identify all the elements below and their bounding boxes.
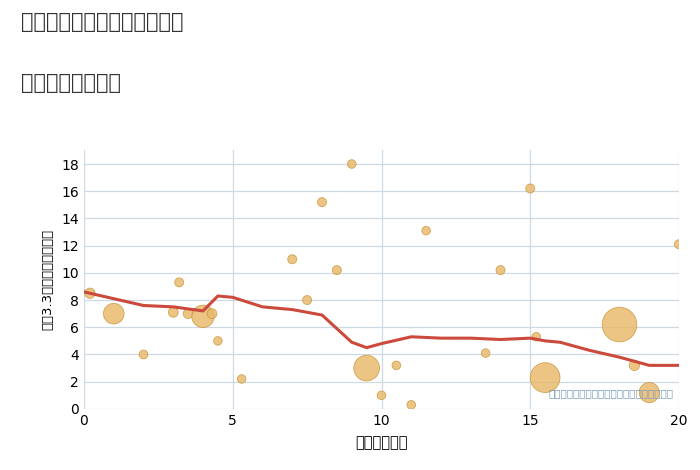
Point bbox=[108, 310, 119, 317]
Point bbox=[174, 279, 185, 286]
Point bbox=[206, 310, 218, 317]
X-axis label: 駅距離（分）: 駅距離（分） bbox=[355, 435, 407, 450]
Point bbox=[331, 266, 342, 274]
Point bbox=[629, 361, 640, 369]
Point bbox=[236, 375, 247, 383]
Point bbox=[138, 351, 149, 358]
Text: 三重県伊賀市上野下幸坂町の: 三重県伊賀市上野下幸坂町の bbox=[21, 12, 183, 32]
Point bbox=[480, 349, 491, 357]
Point bbox=[84, 290, 95, 297]
Point bbox=[406, 401, 417, 408]
Point bbox=[421, 227, 432, 235]
Text: 円の大きさは、取引のあった物件面積を示す: 円の大きさは、取引のあった物件面積を示す bbox=[548, 389, 673, 399]
Point bbox=[673, 241, 685, 248]
Point bbox=[302, 296, 313, 304]
Point bbox=[614, 321, 625, 329]
Point bbox=[316, 198, 328, 206]
Point bbox=[361, 364, 372, 372]
Point bbox=[376, 392, 387, 399]
Point bbox=[540, 374, 551, 381]
Point bbox=[168, 308, 179, 316]
Text: 駅距離別土地価格: 駅距離別土地価格 bbox=[21, 73, 121, 93]
Point bbox=[197, 313, 209, 320]
Point bbox=[531, 333, 542, 341]
Y-axis label: 坪（3.3㎡）単価（万円）: 坪（3.3㎡）単価（万円） bbox=[41, 229, 55, 330]
Point bbox=[495, 266, 506, 274]
Point bbox=[391, 361, 402, 369]
Point bbox=[346, 160, 357, 168]
Point bbox=[287, 256, 298, 263]
Point bbox=[644, 389, 655, 396]
Point bbox=[212, 337, 223, 345]
Point bbox=[525, 185, 536, 192]
Point bbox=[183, 310, 194, 317]
